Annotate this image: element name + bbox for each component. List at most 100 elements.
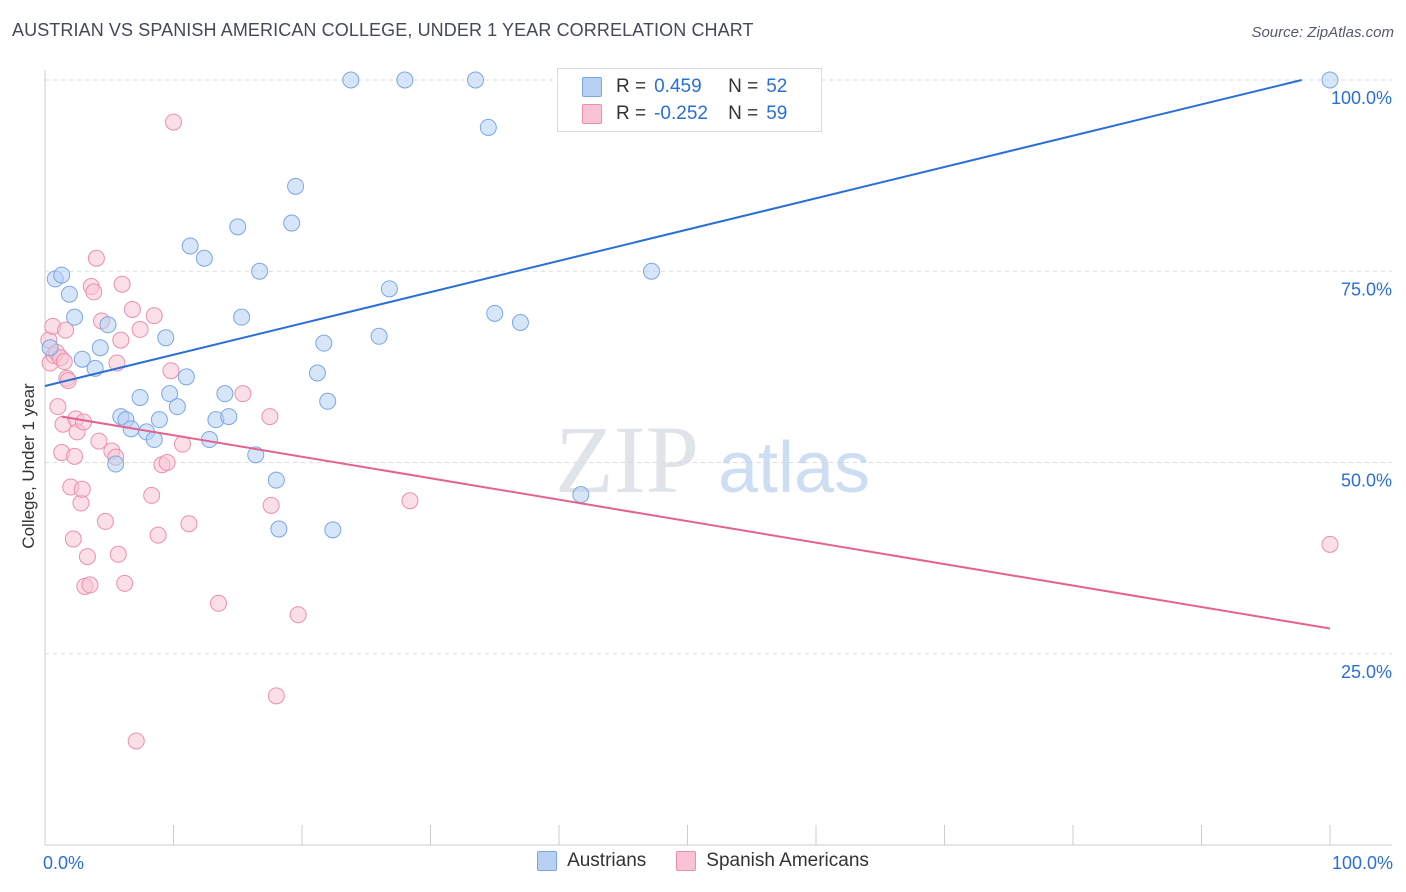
legend-swatch-pink bbox=[582, 104, 602, 124]
watermark: ZIP atlas bbox=[555, 406, 870, 513]
spanish-american-point bbox=[262, 496, 280, 514]
austrian-point bbox=[1321, 71, 1339, 89]
source-label: Source: ZipAtlas.com bbox=[1251, 24, 1394, 41]
spanish-american-point bbox=[1321, 535, 1339, 553]
austrian-point bbox=[287, 177, 305, 195]
austrian-point bbox=[157, 329, 175, 347]
spanish-american-point bbox=[123, 301, 141, 318]
legend-row-spanish: R = -0.252 N = 59 bbox=[582, 101, 787, 127]
legend-swatch-blue bbox=[582, 77, 602, 97]
correlation-legend: R = 0.459 N = 52 R = -0.252 N = 59 bbox=[557, 68, 822, 132]
legend-item-austrians[interactable]: Austrians bbox=[537, 850, 646, 872]
austrian-point bbox=[396, 71, 414, 89]
austrian-point bbox=[308, 364, 326, 382]
austrian-point bbox=[342, 71, 360, 89]
austrian-point bbox=[572, 486, 590, 504]
spanish-american-point bbox=[165, 113, 182, 131]
austrian-point bbox=[161, 385, 179, 403]
spanish-american-point bbox=[49, 398, 67, 416]
spanish-american-point bbox=[261, 408, 279, 426]
spanish-american-point bbox=[66, 447, 84, 465]
legend-swatch-pink bbox=[676, 851, 697, 871]
legend-n-label: N = bbox=[728, 103, 759, 124]
chart-title: AUSTRIAN VS SPANISH AMERICAN COLLEGE, UN… bbox=[12, 20, 754, 40]
austrian-point bbox=[479, 118, 497, 136]
y-tick-label: 75.0% bbox=[1341, 279, 1392, 299]
austrian-point bbox=[66, 308, 84, 326]
y-tick-label: 25.0% bbox=[1341, 662, 1392, 682]
austrian-point bbox=[315, 334, 333, 352]
spanish-american-point bbox=[209, 594, 227, 612]
spanish-american-point bbox=[401, 492, 419, 510]
spanish-american-point bbox=[85, 283, 103, 301]
legend-n-label: N = bbox=[728, 76, 759, 97]
austrian-point bbox=[60, 285, 78, 303]
austrian-point bbox=[380, 280, 398, 298]
spanish-american-point bbox=[289, 606, 307, 624]
legend-item-spanish-americans[interactable]: Spanish Americans bbox=[676, 850, 869, 872]
austrian-point bbox=[466, 71, 484, 89]
trend-lines bbox=[44, 79, 1331, 630]
austrian-point bbox=[247, 446, 265, 464]
austrian-point bbox=[91, 339, 109, 357]
legend-r-value: -0.252 bbox=[654, 103, 708, 124]
x-tick-label: 100.0% bbox=[1332, 853, 1393, 873]
austrian-point bbox=[131, 388, 149, 406]
austrian-point bbox=[267, 471, 285, 489]
spanish-american-point bbox=[145, 307, 163, 325]
legend-r-label: R = bbox=[616, 76, 647, 97]
austrian-points bbox=[41, 71, 1339, 539]
y-axis-label: College, Under 1 year bbox=[19, 383, 38, 549]
austrian-point bbox=[324, 521, 342, 539]
spanish-american-point bbox=[73, 480, 91, 498]
tick-labels: 100.0% 75.0% 50.0% 25.0% 0.0% 100.0% bbox=[43, 88, 1393, 873]
spanish-american-point bbox=[64, 530, 82, 548]
spanish-american-point bbox=[87, 249, 105, 267]
spanish-american-point bbox=[81, 576, 99, 594]
austrian-point bbox=[511, 314, 529, 332]
legend-r-value: 0.459 bbox=[654, 76, 702, 97]
spanish-american-point bbox=[131, 320, 149, 338]
austrian-point bbox=[216, 385, 234, 403]
austrian-point bbox=[73, 350, 91, 368]
austrian-point bbox=[220, 408, 238, 426]
austrian-point bbox=[150, 411, 168, 429]
spanish-american-point bbox=[127, 732, 145, 750]
spanish-american-point bbox=[234, 385, 252, 403]
spanish-american-point bbox=[116, 574, 134, 592]
austrian-point bbox=[41, 339, 59, 357]
austrian-point bbox=[251, 262, 269, 280]
austrian-point bbox=[107, 455, 125, 473]
austrian-point bbox=[195, 249, 213, 267]
austrian-point bbox=[177, 368, 195, 386]
austrian-point bbox=[168, 398, 186, 416]
austrian-point bbox=[319, 392, 337, 410]
spanish-americans-trend-line bbox=[61, 415, 1331, 630]
spanish-american-point bbox=[143, 486, 161, 504]
x-tick-label: 0.0% bbox=[43, 853, 84, 873]
spanish-american-point bbox=[57, 321, 75, 339]
y-tick-label: 100.0% bbox=[1331, 88, 1392, 108]
spanish-american-point bbox=[180, 515, 198, 533]
watermark-atlas: atlas bbox=[718, 428, 870, 508]
legend-n-value: 52 bbox=[766, 76, 788, 97]
legend-n-value: 59 bbox=[766, 103, 788, 124]
austrian-point bbox=[233, 308, 251, 326]
austrian-point bbox=[643, 262, 661, 280]
legend-row-austrians: R = 0.459 N = 52 bbox=[582, 74, 787, 100]
axes bbox=[44, 70, 1392, 846]
austrian-point bbox=[229, 218, 247, 236]
legend-label-austrians: Austrians bbox=[567, 850, 647, 871]
grid-lines bbox=[45, 79, 1392, 655]
spanish-american-point bbox=[112, 331, 130, 349]
spanish-american-point bbox=[158, 454, 176, 471]
austrian-point bbox=[99, 316, 117, 334]
legend-swatch-blue bbox=[537, 851, 558, 871]
austrian-point bbox=[283, 214, 301, 232]
spanish-american-point bbox=[109, 545, 127, 563]
spanish-american-point bbox=[267, 687, 285, 705]
legend-r-label: R = bbox=[616, 103, 647, 124]
spanish-american-point bbox=[149, 526, 167, 544]
austrian-point bbox=[270, 520, 288, 538]
